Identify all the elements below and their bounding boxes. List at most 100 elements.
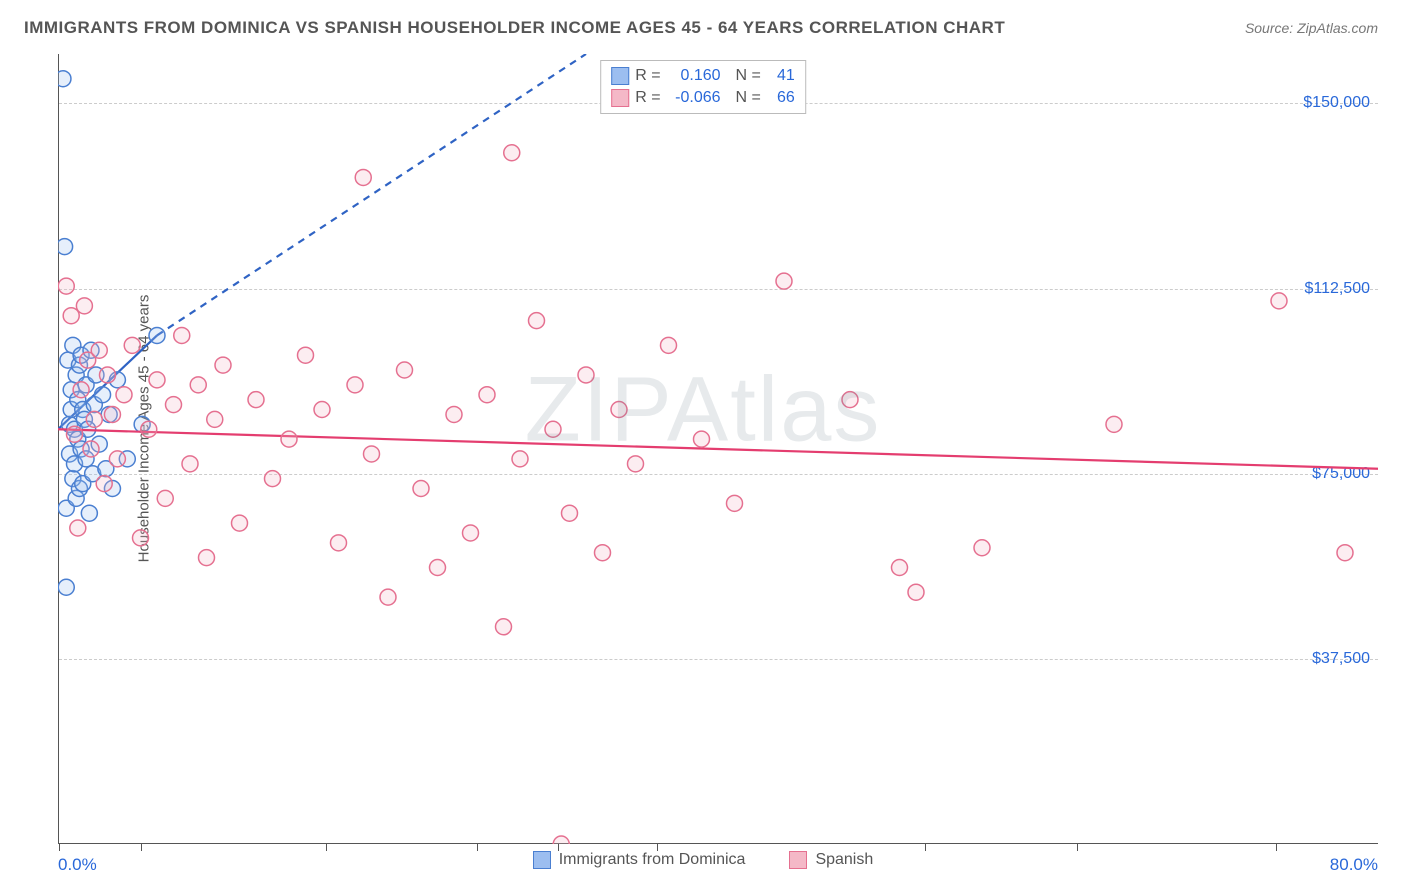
legend-item: Spanish [789, 851, 873, 869]
data-point [545, 421, 561, 437]
legend-swatch [611, 67, 629, 85]
data-point [562, 505, 578, 521]
legend-label: Immigrants from Dominica [559, 851, 746, 869]
data-point [628, 456, 644, 472]
data-point [397, 362, 413, 378]
data-point [58, 71, 71, 87]
data-point [281, 431, 297, 447]
source-value: ZipAtlas.com [1297, 20, 1378, 36]
data-point [727, 495, 743, 511]
data-point [298, 347, 314, 363]
data-point [149, 327, 165, 343]
data-point [529, 313, 545, 329]
x-tick [477, 843, 478, 851]
x-tick [1077, 843, 1078, 851]
data-point [908, 584, 924, 600]
bottom-legend: Immigrants from Dominica Spanish [0, 851, 1406, 869]
data-point [595, 545, 611, 561]
trend-line [58, 429, 1378, 469]
data-point [314, 402, 330, 418]
r-label: R = [635, 89, 660, 107]
legend-swatch [533, 851, 551, 869]
data-point [430, 560, 446, 576]
data-point [1106, 416, 1122, 432]
scatter-chart-svg [58, 54, 1378, 844]
x-tick [657, 843, 658, 851]
data-point [109, 451, 125, 467]
data-point [91, 342, 107, 358]
data-point [215, 357, 231, 373]
data-point [149, 372, 165, 388]
data-point [58, 278, 74, 294]
data-point [479, 387, 495, 403]
data-point [232, 515, 248, 531]
data-point [67, 426, 83, 442]
data-point [1271, 293, 1287, 309]
n-label: N = [727, 89, 761, 107]
data-point [380, 589, 396, 605]
data-point [182, 456, 198, 472]
data-point [81, 505, 97, 521]
data-point [892, 560, 908, 576]
corr-row: R = -0.066 N = 66 [611, 87, 795, 109]
data-point [133, 530, 149, 546]
data-point [504, 145, 520, 161]
n-value: 66 [767, 89, 795, 107]
data-point [347, 377, 363, 393]
chart-title: IMMIGRANTS FROM DOMINICA VS SPANISH HOUS… [24, 18, 1005, 38]
data-point [512, 451, 528, 467]
legend-swatch [611, 89, 629, 107]
data-point [157, 490, 173, 506]
data-point [96, 476, 112, 492]
x-tick [558, 843, 559, 851]
data-point [355, 169, 371, 185]
x-tick [1276, 843, 1277, 851]
correlation-legend-box: R = 0.160 N = 41 R = -0.066 N = 66 [600, 60, 806, 114]
data-point [76, 298, 92, 314]
trend-line-dashed [157, 54, 586, 335]
data-point [578, 367, 594, 383]
data-point [331, 535, 347, 551]
data-point [776, 273, 792, 289]
n-label: N = [727, 67, 761, 85]
data-point [58, 579, 74, 595]
data-point [842, 392, 858, 408]
data-point [611, 402, 627, 418]
corr-row: R = 0.160 N = 41 [611, 65, 795, 87]
data-point [83, 441, 99, 457]
data-point [124, 337, 140, 353]
data-point [413, 481, 429, 497]
data-point [661, 337, 677, 353]
n-value: 41 [767, 67, 795, 85]
data-point [694, 431, 710, 447]
data-point [58, 239, 73, 255]
data-point [104, 406, 120, 422]
legend-label: Spanish [815, 851, 873, 869]
r-value: -0.066 [667, 89, 721, 107]
r-value: 0.160 [667, 67, 721, 85]
data-point [974, 540, 990, 556]
x-tick [326, 843, 327, 851]
data-point [553, 836, 569, 844]
data-point [446, 406, 462, 422]
legend-item: Immigrants from Dominica [533, 851, 746, 869]
data-point [141, 421, 157, 437]
data-point [166, 397, 182, 413]
x-tick [141, 843, 142, 851]
data-point [207, 411, 223, 427]
data-point [190, 377, 206, 393]
data-point [70, 520, 86, 536]
data-point [100, 367, 116, 383]
data-point [116, 387, 132, 403]
x-tick [925, 843, 926, 851]
data-point [265, 471, 281, 487]
data-point [1337, 545, 1353, 561]
data-point [496, 619, 512, 635]
source-attribution: Source: ZipAtlas.com [1245, 20, 1378, 36]
x-tick [59, 843, 60, 851]
data-point [86, 411, 102, 427]
data-point [73, 382, 89, 398]
data-point [364, 446, 380, 462]
data-point [95, 387, 111, 403]
data-point [463, 525, 479, 541]
